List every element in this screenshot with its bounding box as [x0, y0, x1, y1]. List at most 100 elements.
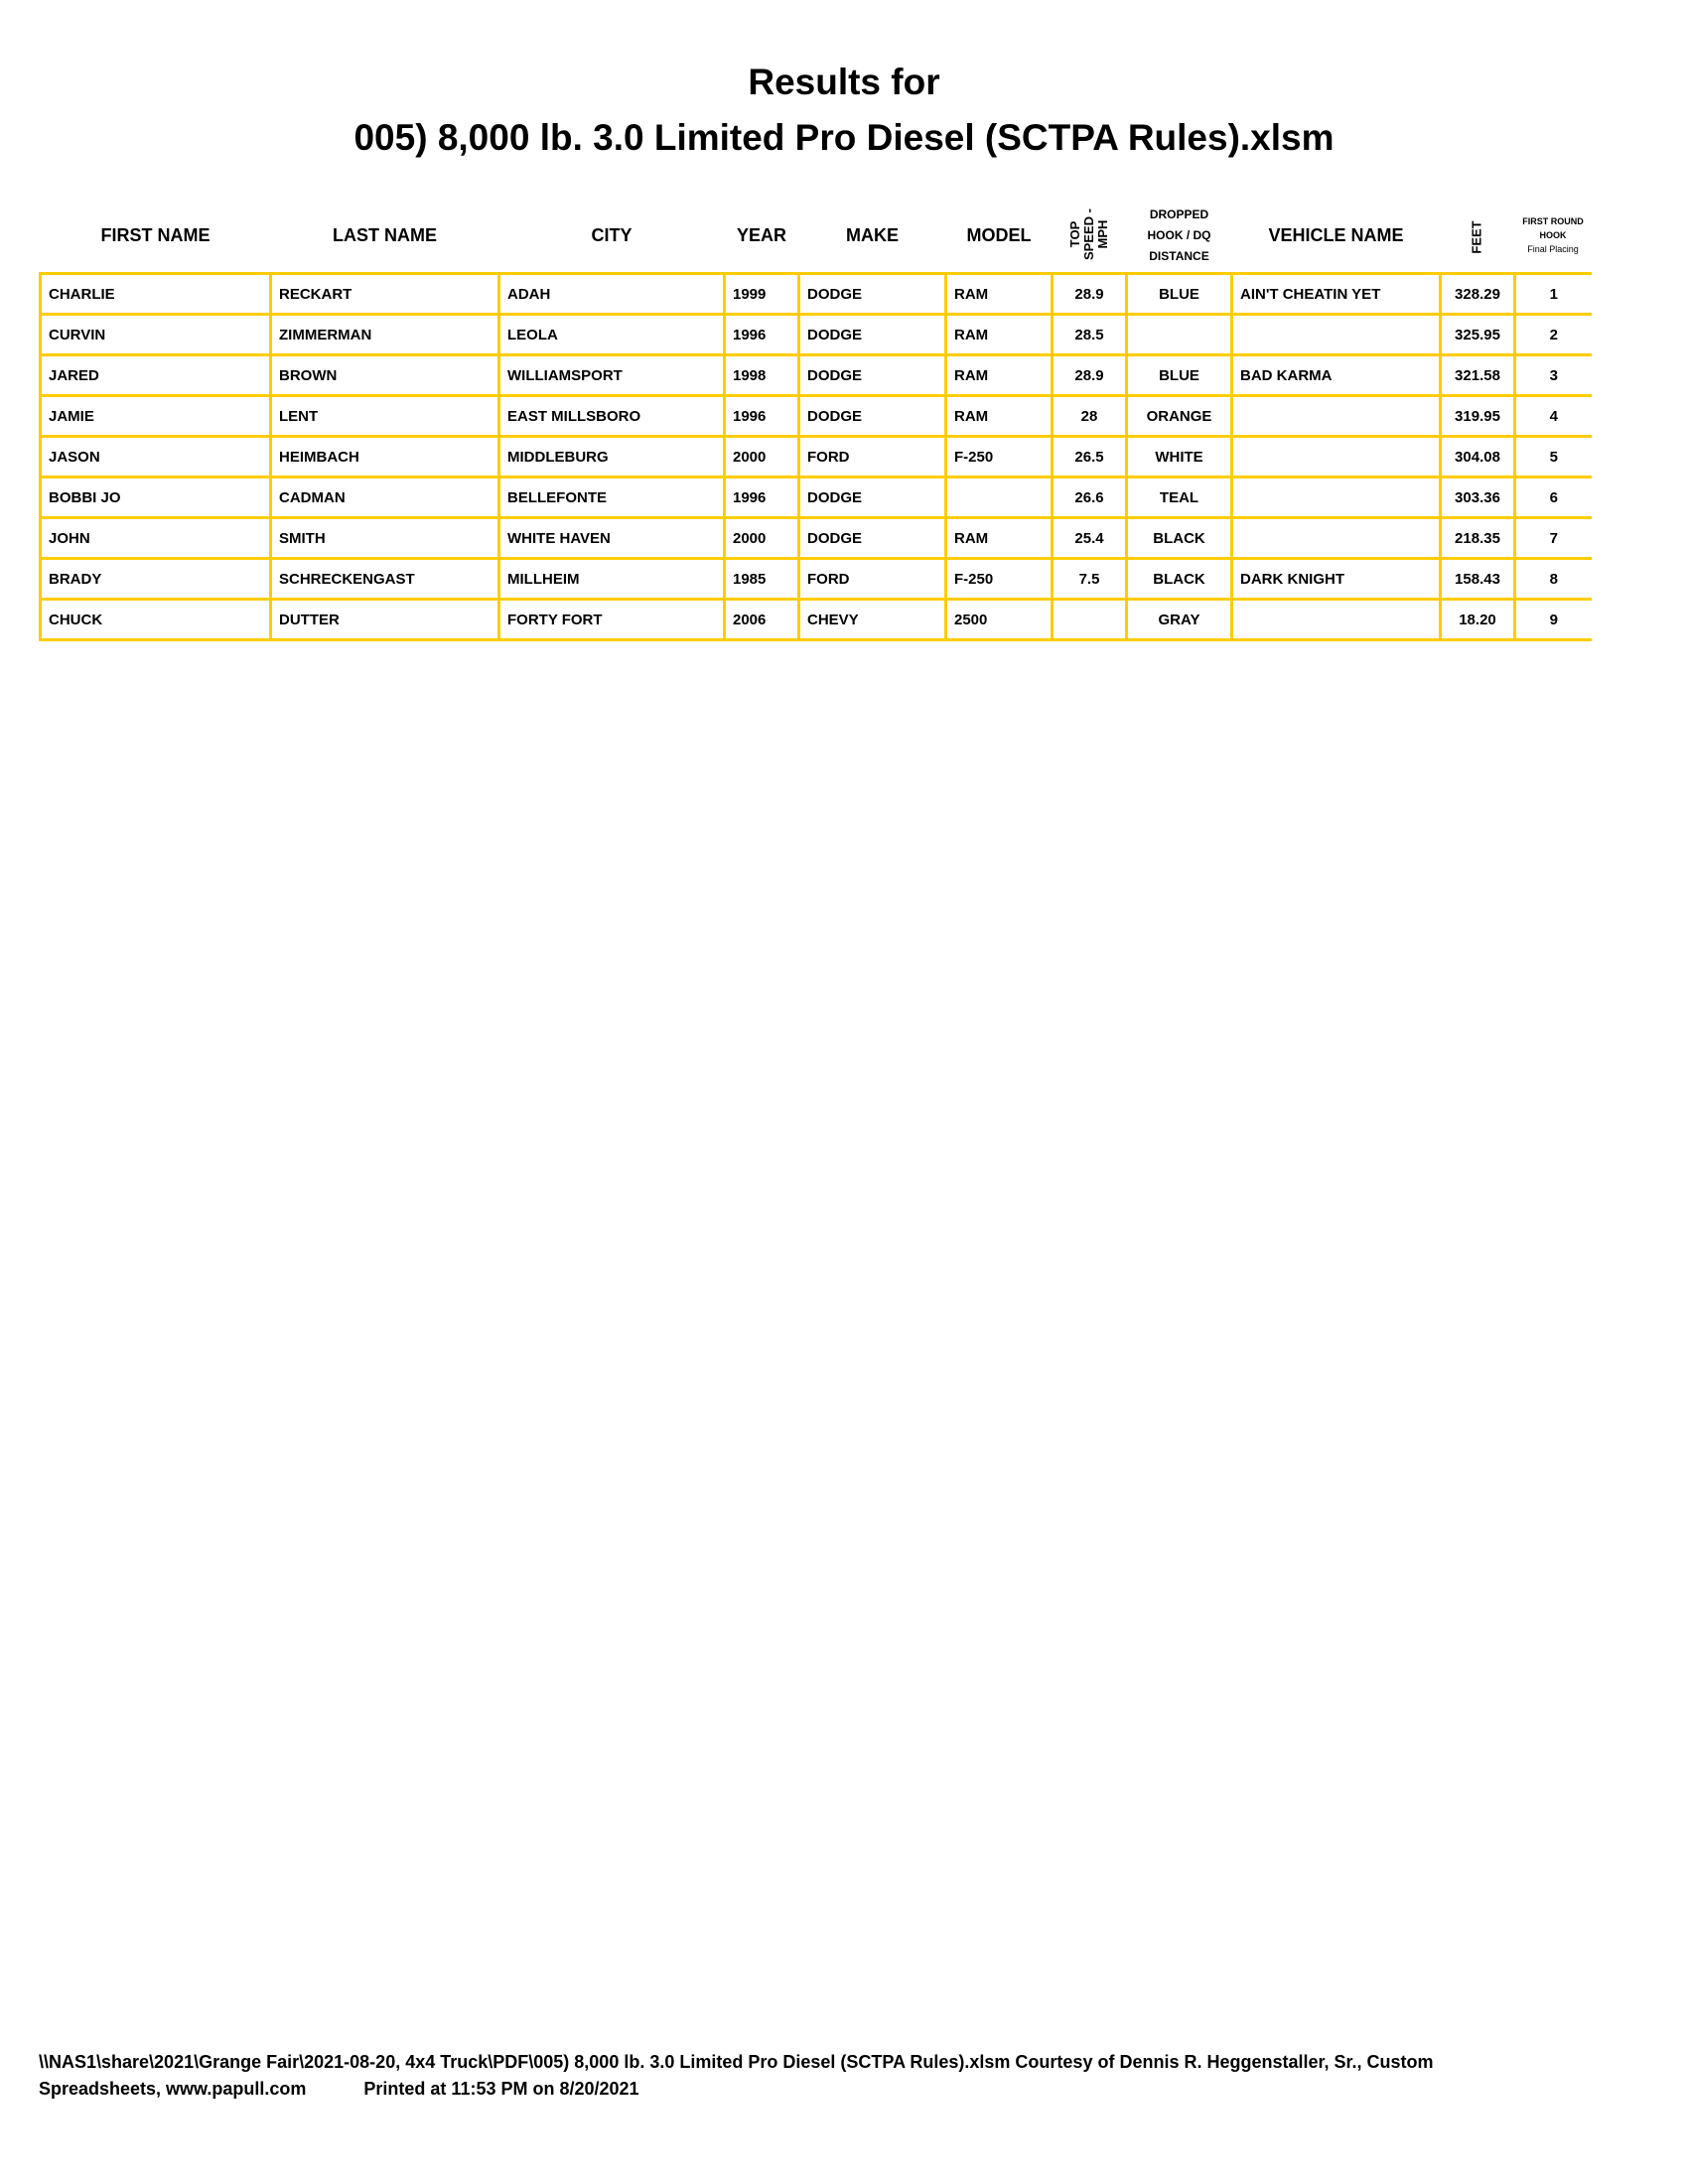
cell-top-speed: 26.6: [1051, 476, 1128, 519]
cell-first-name: CHARLIE: [39, 272, 272, 316]
cell-vehicle-name: [1230, 313, 1442, 356]
header-vehicle-name: VEHICLE NAME: [1268, 224, 1404, 245]
cell-last-name: ZIMMERMAN: [269, 313, 500, 356]
cell-make: FORD: [797, 557, 947, 601]
cell-make: DODGE: [797, 394, 947, 438]
cell-year: 1999: [723, 272, 800, 316]
cell-dropped: BLUE: [1125, 272, 1233, 316]
table-row: JOHN SMITH WHITE HAVEN 2000 DODGE RAM 25.4 BLAC…: [39, 516, 1592, 560]
cell-dropped: WHITE: [1125, 435, 1233, 478]
cell-first-name: JARED: [39, 353, 272, 397]
cell-make: FORD: [797, 435, 947, 478]
cell-feet: 18.20: [1439, 598, 1516, 641]
footer-credit: Spreadsheets, www.papull.com: [39, 2079, 307, 2099]
footer-path: \\NAS1\share\2021\Grange Fair\2021-08-20…: [39, 2052, 1434, 2072]
cell-placing: 9: [1513, 598, 1592, 641]
header-model: MODEL: [966, 224, 1032, 245]
cell-vehicle-name: [1230, 516, 1442, 560]
cell-placing: 1: [1513, 272, 1592, 316]
cell-placing: 6: [1513, 476, 1592, 519]
cell-first-name: JAMIE: [39, 394, 272, 438]
cell-feet: 325.95: [1439, 313, 1516, 356]
cell-last-name: HEIMBACH: [269, 435, 500, 478]
cell-make: DODGE: [797, 272, 947, 316]
cell-model: RAM: [944, 394, 1054, 438]
cell-placing: 4: [1513, 394, 1592, 438]
cell-placing: 5: [1513, 435, 1592, 478]
cell-make: DODGE: [797, 313, 947, 356]
cell-vehicle-name: AIN'T CHEATIN YET: [1230, 272, 1442, 316]
table-row: JAMIE LENT EAST MILLSBORO 1996 DODGE RAM 28 ORA…: [39, 394, 1592, 438]
cell-vehicle-name: [1230, 435, 1442, 478]
cell-first-name: BRADY: [39, 557, 272, 601]
header-top-speed-label: TOP SPEED - MPH: [1067, 208, 1110, 261]
cell-year: 2006: [723, 598, 800, 641]
table-row: BRADY SCHRECKENGAST MILLHEIM 1985 FORD F-250 7…: [39, 557, 1592, 601]
cell-vehicle-name: BAD KARMA: [1230, 353, 1442, 397]
cell-dropped: BLACK: [1125, 516, 1233, 560]
cell-model: RAM: [944, 353, 1054, 397]
cell-feet: 304.08: [1439, 435, 1516, 478]
cell-make: CHEVY: [797, 598, 947, 641]
cell-top-speed: 26.5: [1051, 435, 1128, 478]
header-year: YEAR: [736, 224, 786, 245]
header-placing-line: Final Placing: [1527, 244, 1579, 254]
cell-year: 1996: [723, 394, 800, 438]
cell-top-speed: 28.9: [1051, 272, 1128, 316]
header-feet-label: FEET: [1469, 219, 1484, 254]
cell-city: LEOLA: [497, 313, 726, 356]
cell-feet: 218.35: [1439, 516, 1516, 560]
cell-top-speed: 7.5: [1051, 557, 1128, 601]
cell-dropped: ORANGE: [1125, 394, 1233, 438]
cell-top-speed: 28.5: [1051, 313, 1128, 356]
cell-city: EAST MILLSBORO: [497, 394, 726, 438]
cell-year: 1998: [723, 353, 800, 397]
cell-dropped: BLACK: [1125, 557, 1233, 601]
cell-year: 1996: [723, 313, 800, 356]
results-table: FIRST NAME LAST NAME CITY YEAR MAKE MODE…: [39, 199, 1592, 641]
header-top-speed: TOP SPEED - MPH: [1053, 199, 1127, 274]
table-row: BOBBI JO CADMAN BELLEFONTE 1996 DODGE 26.6 TEA…: [39, 476, 1592, 519]
header-make: MAKE: [846, 224, 899, 245]
cell-last-name: BROWN: [269, 353, 500, 397]
cell-model: RAM: [944, 516, 1054, 560]
cell-dropped: [1125, 313, 1233, 356]
cell-make: DODGE: [797, 516, 947, 560]
table-row: JARED BROWN WILLIAMSPORT 1998 DODGE RAM 28.9 BL…: [39, 353, 1592, 397]
table-row: CHUCK DUTTER FORTY FORT 2006 CHEVY 2500 GRAY 18…: [39, 598, 1592, 641]
title-line-2: 005) 8,000 lb. 3.0 Limited Pro Diesel (S…: [353, 117, 1335, 158]
cell-feet: 328.29: [1439, 272, 1516, 316]
cell-city: BELLEFONTE: [497, 476, 726, 519]
cell-last-name: LENT: [269, 394, 500, 438]
header-feet: FEET: [1441, 199, 1515, 274]
cell-dropped: GRAY: [1125, 598, 1233, 641]
header-dropped-line: DISTANCE: [1149, 248, 1209, 263]
cell-placing: 7: [1513, 516, 1592, 560]
header-placing-line: FIRST ROUND: [1522, 216, 1584, 226]
cell-city: MILLHEIM: [497, 557, 726, 601]
cell-year: 1985: [723, 557, 800, 601]
cell-feet: 303.36: [1439, 476, 1516, 519]
header-placing: FIRST ROUND HOOK Final Placing: [1515, 199, 1592, 274]
cell-vehicle-name: [1230, 598, 1442, 641]
cell-last-name: CADMAN: [269, 476, 500, 519]
cell-vehicle-name: DARK KNIGHT: [1230, 557, 1442, 601]
cell-first-name: JASON: [39, 435, 272, 478]
cell-model: F-250: [944, 557, 1054, 601]
cell-top-speed: 28.9: [1051, 353, 1128, 397]
header-dropped-line: DROPPED: [1149, 206, 1209, 221]
header-first-name: FIRST NAME: [100, 224, 211, 245]
cell-year: 1996: [723, 476, 800, 519]
cell-first-name: CHUCK: [39, 598, 272, 641]
cell-model: RAM: [944, 272, 1054, 316]
cell-placing: 2: [1513, 313, 1592, 356]
cell-year: 2000: [723, 435, 800, 478]
cell-city: WHITE HAVEN: [497, 516, 726, 560]
cell-placing: 8: [1513, 557, 1592, 601]
header-row: FIRST NAME LAST NAME CITY YEAR MAKE MODE…: [41, 199, 1592, 274]
cell-year: 2000: [723, 516, 800, 560]
cell-feet: 319.95: [1439, 394, 1516, 438]
header-city: CITY: [591, 224, 633, 245]
cell-placing: 3: [1513, 353, 1592, 397]
cell-model: 2500: [944, 598, 1054, 641]
